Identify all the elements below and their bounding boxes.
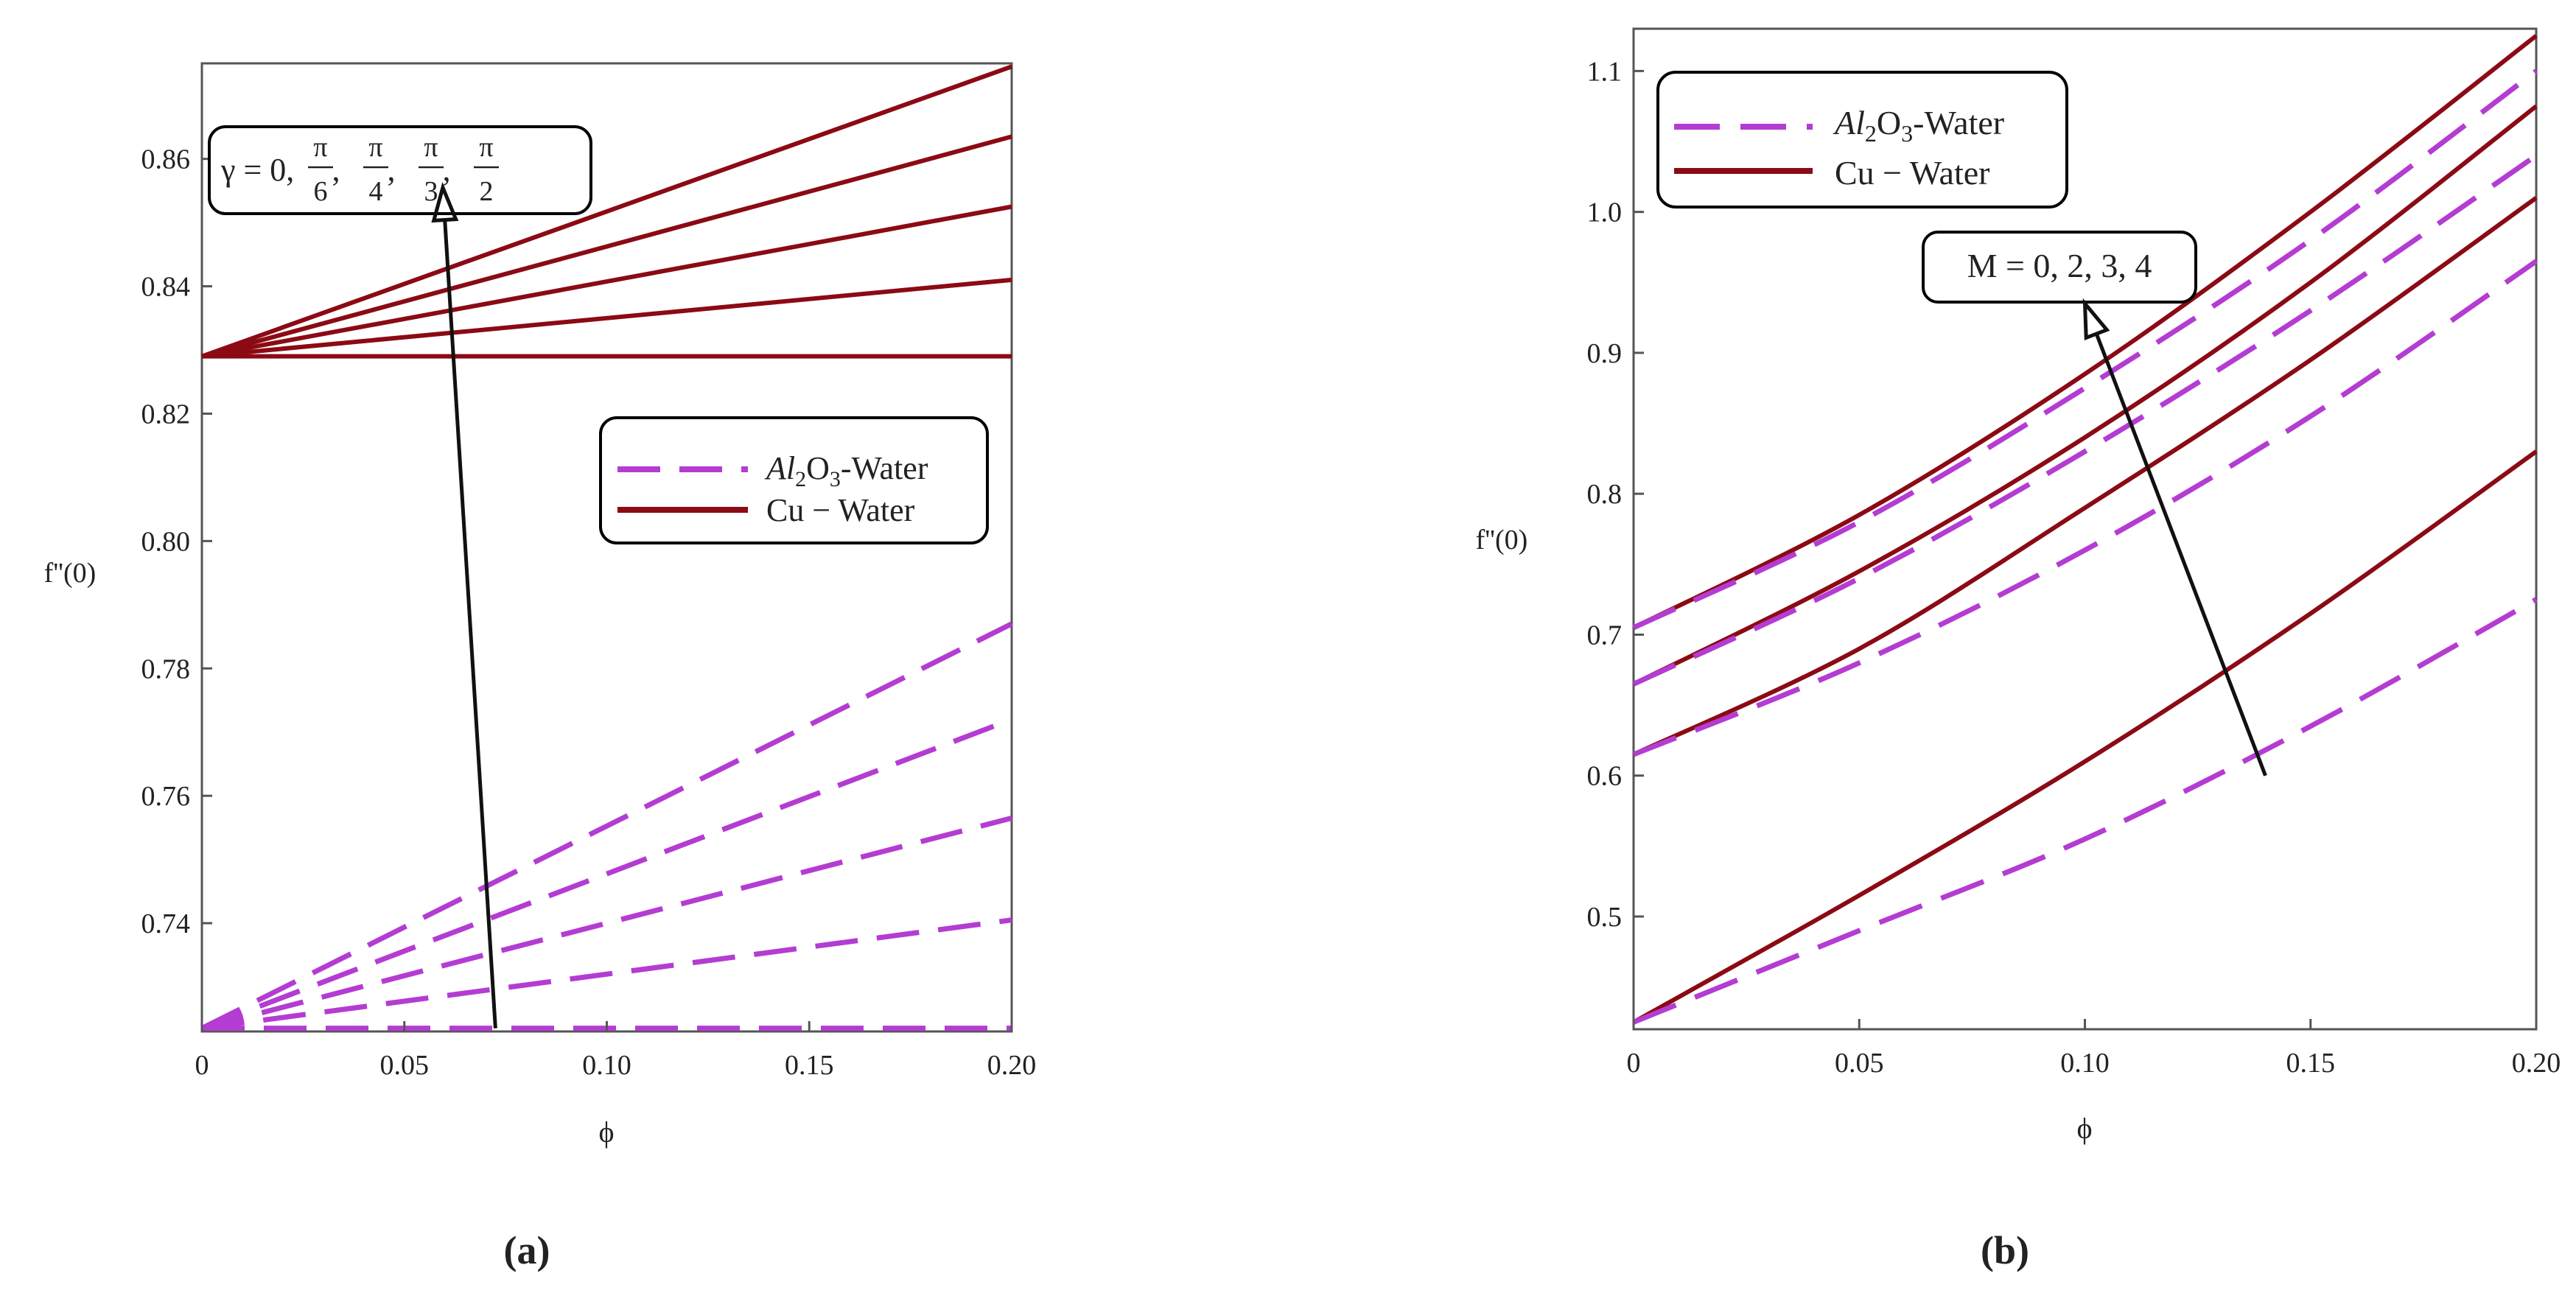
series-line-b-5: [1632, 259, 2538, 757]
svg-text:3: 3: [424, 176, 438, 207]
y-tick-label-a: 0.82: [141, 399, 191, 430]
svg-text:π: π: [424, 132, 438, 163]
panel-label-a: (a): [504, 1228, 550, 1272]
y-tick-label-b: 0.6: [1587, 761, 1623, 792]
m-arrow: [2082, 298, 2267, 777]
y-tick-label-a: 0.76: [141, 781, 191, 812]
y-tick-label-b: 1.1: [1587, 56, 1623, 87]
y-ticks-a: 0.74 0.76 0.78 0.80 0.82 0.84 0.86: [141, 144, 212, 939]
svg-text:,: ,: [388, 152, 396, 188]
y-tick-label-a: 0.86: [141, 144, 191, 175]
x-tick-label-a: 0.15: [785, 1050, 834, 1081]
m-param-text: M = 0, 2, 3, 4: [1967, 247, 2152, 284]
series-line-b-6: [1632, 153, 2538, 687]
svg-text:π: π: [479, 132, 493, 163]
series-line-a-3: [201, 134, 1012, 359]
gamma-arrow: [431, 181, 497, 1029]
svg-text:,: ,: [332, 152, 340, 188]
y-tick-label-b: 1.0: [1587, 197, 1623, 228]
x-tick-label-b: 0.15: [2286, 1048, 2336, 1079]
series-line-a-4: [200, 64, 1013, 359]
x-tick-label-a: 0.05: [380, 1050, 430, 1081]
x-ticks-b: 0 0.05 0.10 0.15 0.20: [1627, 1019, 2561, 1079]
x-tick-label-a: 0: [195, 1050, 209, 1081]
y-tick-label-a: 0.84: [141, 272, 191, 303]
series-line-b-3: [1632, 34, 2538, 630]
legend-a: Al2O3-Water Cu − Water: [599, 416, 989, 544]
x-ticks-a: 0 0.05 0.10 0.15 0.20: [195, 1021, 1037, 1081]
x-tick-label-b: 0.05: [1835, 1048, 1884, 1079]
svg-text:γ = 0,: γ = 0,: [220, 152, 294, 188]
x-tick-label-a: 0.20: [987, 1050, 1037, 1081]
chart-panel-a: 0.74 0.76 0.78 0.80 0.82 0.84 0.86 0 0.05 0.10 0.…: [44, 62, 1037, 1272]
x-tick-label-b: 0.20: [2512, 1048, 2561, 1079]
series-line-a-8: [200, 717, 1013, 1031]
panel-label-b: (b): [1981, 1228, 2029, 1272]
legend-a-al-label: Al2O3-Water: [764, 450, 928, 491]
x-tick-label-b: 0.10: [2060, 1048, 2110, 1079]
series-line-b-1: [1632, 196, 2538, 757]
y-tick-label-b: 0.9: [1587, 338, 1623, 369]
series-line-a-9: [200, 621, 1013, 1031]
series-line-b-7: [1632, 69, 2538, 631]
series-line-a-1: [201, 277, 1012, 359]
series-line-a-2: [201, 204, 1012, 359]
m-param-box: M = 0, 2, 3, 4: [1922, 231, 2197, 304]
x-axis-label-b: ϕ: [2076, 1112, 2092, 1145]
series-group-a: [200, 64, 1013, 1031]
series-line-b-0: [1632, 449, 2538, 1025]
series-group-b: [1632, 34, 2538, 1025]
x-tick-label-b: 0: [1627, 1048, 1641, 1079]
legend-b-al-label: Al2O3-Water: [1833, 104, 2004, 147]
y-tick-label-b: 0.8: [1587, 479, 1623, 510]
x-tick-label-a: 0.10: [582, 1050, 631, 1081]
y-tick-label-a: 0.74: [141, 908, 191, 939]
svg-text:4: 4: [369, 176, 383, 207]
svg-text:2: 2: [480, 176, 494, 207]
y-axis-label-b: f''(0): [1476, 525, 1528, 556]
gamma-param-box: γ = 0, π 6 , π 4 , π 3 , π 2: [208, 125, 592, 215]
legend-a-cu-label: Cu − Water: [766, 492, 915, 528]
chart-panel-b: 0.50.60.70.80.91.01.1 0 0.05 0.10 0.15 0.20 …: [1476, 27, 2561, 1272]
legend-b-cu-label: Cu − Water: [1835, 154, 1989, 192]
svg-text:π: π: [313, 132, 327, 163]
y-tick-label-b: 0.5: [1587, 902, 1623, 933]
y-tick-label-a: 0.78: [141, 653, 191, 684]
legend-b: Al2O3-Water Cu − Water: [1656, 71, 2068, 209]
series-line-b-2: [1632, 104, 2538, 687]
y-tick-label-a: 0.80: [141, 526, 191, 557]
y-axis-label-a: f''(0): [44, 558, 97, 589]
svg-text:6: 6: [314, 176, 328, 207]
series-line-b-4: [1632, 597, 2538, 1025]
svg-text:,: ,: [443, 152, 451, 188]
svg-text:π: π: [368, 132, 382, 163]
series-line-a-7: [201, 816, 1012, 1031]
x-axis-label-a: ϕ: [598, 1115, 614, 1149]
series-line-a-6: [201, 917, 1012, 1031]
y-ticks-b: 0.5 0.6 0.7 0.8 0.9 1.0 1.1: [1587, 56, 1644, 933]
y-tick-label-b: 0.7: [1587, 620, 1623, 651]
